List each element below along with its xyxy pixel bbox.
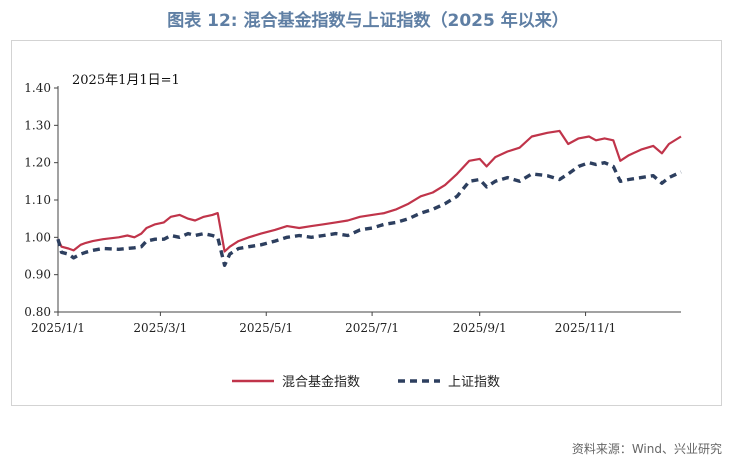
y-tick-label: 1.30 [24,118,51,132]
legend-label: 混合基金指数 [282,374,360,390]
y-tick-label: 0.90 [24,268,51,282]
y-tick-label: 1.40 [24,81,51,95]
x-tick-label: 2025/7/1 [345,321,399,335]
y-tick-label: 1.10 [24,193,51,207]
x-tick-label: 2025/11/1 [555,321,617,335]
y-tick-label: 0.80 [24,305,51,319]
y-tick-label: 1.00 [24,230,51,244]
chart-title: 图表 12: 混合基金指数与上证指数（2025 年以来） [167,11,569,31]
y-tick-label: 1.20 [24,156,51,170]
series-line-shanghai-index [56,161,682,267]
x-tick-label: 2025/1/1 [31,321,85,335]
line-chart: 0.80 0.90 1.00 1.10 1.20 1.30 1.40 2025/1/1 2025… [24,73,682,390]
legend-label: 上证指数 [448,375,500,390]
series-line-mixed-fund-index [57,129,682,253]
x-tick-label: 2025/9/1 [453,321,507,335]
x-tick-label: 2025/3/1 [133,321,187,335]
source-note: 资料来源：Wind、兴业研究 [571,442,722,456]
x-tick-label: 2025/5/1 [239,321,293,335]
chart-container: 0.80 0.90 1.00 1.10 1.20 1.30 1.40 2025/1/1 2025… [11,40,722,406]
normalization-note: 2025年1月1日=1 [72,73,180,88]
